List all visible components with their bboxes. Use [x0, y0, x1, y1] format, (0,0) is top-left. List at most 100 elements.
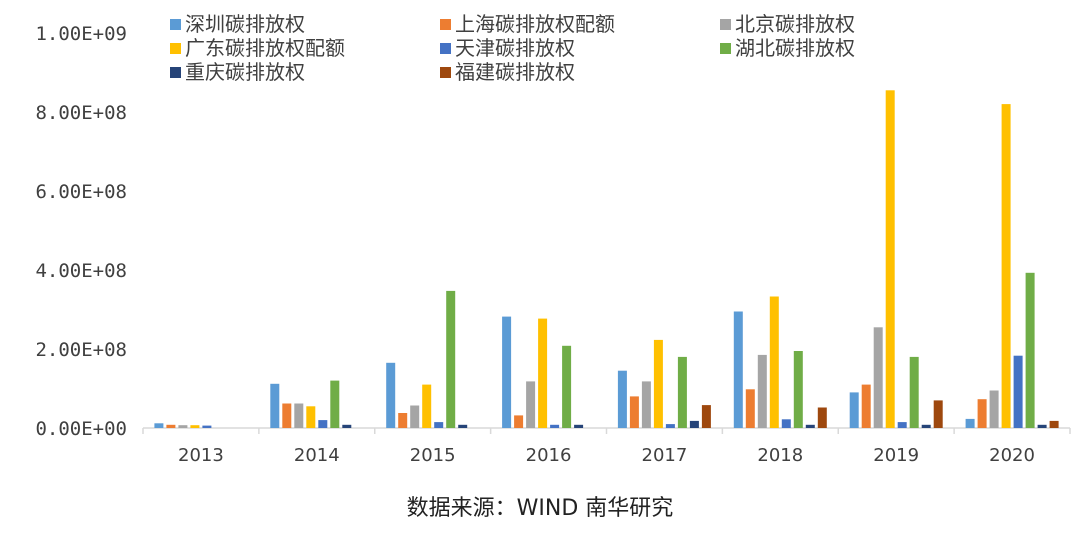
legend-swatch: [440, 66, 451, 78]
bar: [873, 327, 883, 428]
bar: [629, 396, 639, 428]
y-tick-label: 1.00E+09: [35, 23, 127, 45]
bar: [909, 356, 919, 428]
legend-item: 天津碳排放权: [440, 36, 575, 60]
bar: [446, 290, 456, 428]
legend-label: 湖北碳排放权: [735, 36, 855, 60]
y-tick-label: 8.00E+08: [35, 102, 127, 124]
bar: [617, 370, 627, 428]
legend-item: 湖北碳排放权: [720, 36, 855, 60]
bar: [769, 296, 779, 428]
legend-item: 重庆碳排放权: [170, 60, 305, 84]
bar: [1037, 424, 1047, 428]
legend-label: 深圳碳排放权: [185, 12, 305, 36]
bar: [294, 403, 304, 428]
x-tick-label: 2019: [873, 445, 919, 466]
x-tick-label: 2014: [294, 445, 340, 466]
bar: [701, 405, 711, 428]
bar: [434, 422, 444, 428]
bar: [330, 380, 340, 428]
bar: [1025, 272, 1035, 428]
bar: [733, 311, 743, 428]
bar: [574, 424, 584, 428]
bar: [965, 418, 975, 428]
bar: [665, 424, 675, 428]
y-tick-label: 2.00E+08: [35, 339, 127, 361]
bar-series-group: [154, 90, 1059, 429]
bar: [781, 419, 791, 428]
bar: [526, 381, 536, 428]
y-tick-label: 0.00E+00: [35, 418, 127, 440]
bar: [398, 413, 408, 428]
bar: [190, 425, 200, 428]
legend-label: 福建碳排放权: [455, 60, 575, 84]
legend-swatch: [720, 42, 731, 54]
y-tick-label: 6.00E+08: [35, 181, 127, 203]
bar: [318, 420, 328, 428]
bar: [849, 392, 859, 428]
legend-label: 天津碳排放权: [455, 36, 575, 60]
source-caption: 数据来源：WIND 南华研究: [406, 496, 674, 521]
bar: [757, 354, 767, 428]
bar: [282, 403, 292, 428]
x-axis-ticks: [142, 428, 1071, 434]
bar: [989, 390, 999, 428]
y-axis-tick-labels: 0.00E+00 2.00E+08 4.00E+08 6.00E+08 8.00E+08…: [35, 23, 127, 440]
legend-label: 北京碳排放权: [735, 12, 855, 36]
bar: [1001, 104, 1011, 428]
x-tick-label: 2016: [526, 445, 572, 466]
bar: [641, 381, 651, 428]
bar: [342, 424, 352, 428]
y-tick-label: 4.00E+08: [35, 260, 127, 282]
bar: [514, 415, 524, 428]
bar: [386, 362, 396, 428]
legend-item: 福建碳排放权: [440, 60, 575, 84]
x-tick-label: 2017: [642, 445, 688, 466]
legend-label: 上海碳排放权配额: [455, 12, 615, 36]
legend-swatch: [170, 66, 181, 78]
legend-item: 北京碳排放权: [720, 12, 855, 36]
bar: [885, 90, 895, 429]
bar: [154, 423, 164, 428]
x-tick-label: 2015: [410, 445, 456, 466]
x-tick-label: 2013: [178, 445, 224, 466]
legend-label: 广东碳排放权配额: [185, 36, 345, 60]
bar: [817, 407, 827, 428]
bar: [202, 425, 212, 428]
bar: [1013, 355, 1023, 428]
bar: [502, 316, 512, 428]
bar: [689, 420, 699, 428]
bar: [458, 424, 468, 428]
bar: [178, 425, 188, 428]
bar: [166, 424, 176, 428]
legend-item: 上海碳排放权配额: [440, 12, 615, 36]
bar: [677, 356, 687, 428]
bar: [793, 351, 803, 428]
x-axis-tick-labels: 2013 2014 2015 2016 2017 2018 2019 2020: [178, 445, 1035, 466]
bar: [861, 384, 871, 428]
legend-swatch: [440, 42, 451, 54]
x-tick-label: 2018: [757, 445, 803, 466]
bar: [977, 399, 987, 428]
bar: [897, 422, 907, 428]
bar: [538, 318, 548, 428]
x-tick-label: 2020: [989, 445, 1035, 466]
legend-swatch: [170, 42, 181, 54]
bar: [550, 424, 560, 428]
bar: [933, 400, 943, 428]
bar: [1049, 420, 1059, 428]
bar: [805, 424, 815, 428]
bar: [921, 424, 931, 428]
bar: [422, 384, 432, 428]
legend-item: 深圳碳排放权: [170, 12, 305, 36]
bar: [270, 383, 280, 428]
legend-swatch: [720, 18, 731, 30]
bar: [562, 345, 572, 428]
bar: [745, 389, 755, 428]
bar: [653, 339, 663, 428]
legend-label: 重庆碳排放权: [185, 60, 305, 84]
legend-swatch: [170, 18, 181, 30]
legend-item: 广东碳排放权配额: [170, 36, 345, 60]
bar: [306, 406, 316, 428]
